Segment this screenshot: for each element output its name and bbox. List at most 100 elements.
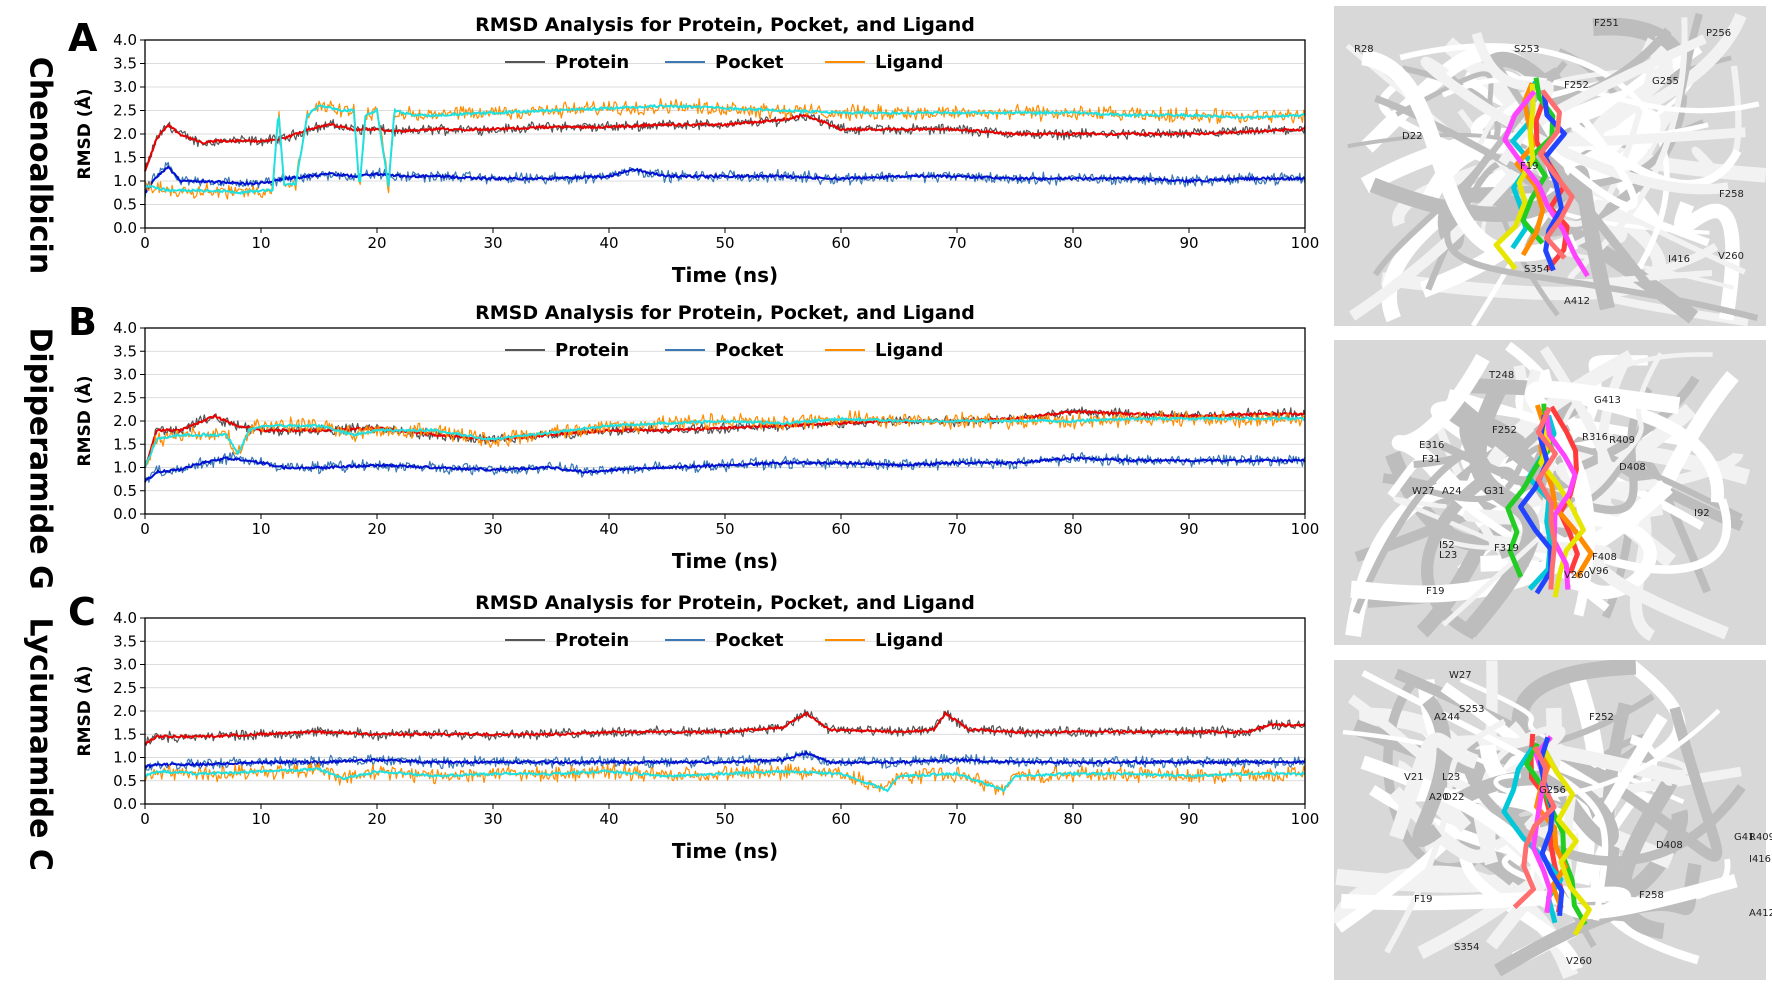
y-tick-label: 0.5 bbox=[113, 196, 137, 214]
residue-label: D22 bbox=[1444, 792, 1465, 803]
legend-label-pocket: Pocket bbox=[715, 52, 784, 73]
series-line-protein bbox=[144, 113, 1306, 172]
y-tick-label: 4.0 bbox=[113, 319, 137, 337]
series-line-pocket bbox=[144, 749, 1306, 771]
panel-letter-a: A bbox=[68, 16, 98, 60]
protein-ribbon bbox=[1412, 695, 1452, 847]
residue-label: L23 bbox=[1439, 550, 1458, 561]
x-tick-label: 30 bbox=[483, 810, 502, 828]
residue-label: P256 bbox=[1706, 28, 1732, 39]
residue-label: F258 bbox=[1719, 189, 1744, 200]
y-tick-label: 1.0 bbox=[113, 459, 137, 477]
rmsd-chart-1: 0.0 0.5 1.0 1.5 2.0 2.5 3.0 3.5 4.0 0 10 20 30 40 50 60… bbox=[72, 302, 1319, 573]
compound-name-b: Dipiperamide G bbox=[22, 327, 58, 590]
chart-title: RMSD Analysis for Protein, Pocket, and L… bbox=[475, 592, 975, 614]
x-tick-label: 80 bbox=[1063, 234, 1082, 252]
x-tick-label: 20 bbox=[367, 520, 386, 538]
residue-label: V96 bbox=[1589, 566, 1609, 577]
series-average-protein bbox=[144, 112, 1306, 172]
x-tick-label: 30 bbox=[483, 520, 502, 538]
compound-name-a: Chenoalbicin bbox=[22, 56, 58, 275]
y-tick-label: 0.0 bbox=[113, 505, 137, 523]
protein-ribbon bbox=[1493, 708, 1721, 798]
series-line-ligand bbox=[144, 98, 1306, 200]
y-tick-label: 2.5 bbox=[113, 389, 137, 407]
residue-label: V260 bbox=[1718, 251, 1744, 262]
docking-structure-image-c bbox=[1334, 660, 1766, 980]
legend-label-protein: Protein bbox=[555, 52, 629, 73]
ligand-pose bbox=[1493, 83, 1536, 271]
ligand-pose bbox=[1543, 410, 1578, 590]
x-tick-label: 0 bbox=[140, 810, 150, 828]
y-tick-label: 3.5 bbox=[113, 632, 137, 650]
residue-label: S354 bbox=[1524, 264, 1550, 275]
residue-label: F408 bbox=[1592, 552, 1617, 563]
y-axis-label: RMSD (Å) bbox=[72, 376, 95, 467]
protein-ribbon bbox=[1451, 738, 1619, 848]
y-tick-label: 3.5 bbox=[113, 342, 137, 360]
residue-label: G31 bbox=[1484, 486, 1505, 497]
y-tick-label: 0.5 bbox=[113, 772, 137, 790]
series-average-pocket bbox=[144, 749, 1306, 769]
protein-ribbon bbox=[1457, 35, 1662, 227]
y-tick-label: 2.5 bbox=[113, 102, 137, 120]
ligand-pose bbox=[1524, 742, 1588, 926]
protein-ribbon bbox=[1424, 441, 1743, 520]
residue-label: D408 bbox=[1619, 462, 1646, 473]
protein-ribbon bbox=[1430, 401, 1691, 532]
series-average-ligand bbox=[144, 767, 1306, 793]
protein-ribbon bbox=[1582, 511, 1657, 599]
ligand-pose bbox=[1512, 746, 1557, 910]
y-tick-label: 4.0 bbox=[113, 609, 137, 627]
residue-label: R316 bbox=[1582, 432, 1609, 443]
residue-label: F19 bbox=[1520, 161, 1539, 172]
x-tick-label: 90 bbox=[1179, 810, 1198, 828]
y-tick-label: 2.0 bbox=[113, 702, 137, 720]
residue-label: R409 bbox=[1749, 832, 1772, 843]
residue-label: R28 bbox=[1354, 44, 1374, 55]
protein-ribbon bbox=[1444, 60, 1759, 321]
protein-ribbon bbox=[1389, 732, 1479, 840]
rmsd-chart-2: 0.0 0.5 1.0 1.5 2.0 2.5 3.0 3.5 4.0 0 10 20 30 40 50 60… bbox=[72, 592, 1319, 863]
x-tick-label: 70 bbox=[947, 810, 966, 828]
y-tick-label: 3.0 bbox=[113, 78, 137, 96]
y-tick-label: 2.0 bbox=[113, 412, 137, 430]
rmsd-chart-0: 0.0 0.5 1.0 1.5 2.0 2.5 3.0 3.5 4.0 0 10 20 30 40 50 60… bbox=[72, 14, 1319, 287]
ligand-pose bbox=[1514, 82, 1546, 257]
residue-label: F19 bbox=[1426, 586, 1445, 597]
ligand-pose bbox=[1535, 406, 1558, 590]
residue-label: G255 bbox=[1652, 76, 1679, 87]
series-line-protein bbox=[144, 406, 1306, 467]
ligand-pose bbox=[1542, 748, 1592, 936]
residue-label: T248 bbox=[1489, 370, 1515, 381]
residue-label: G256 bbox=[1539, 785, 1566, 796]
residue-label: G413 bbox=[1594, 395, 1621, 406]
residue-label: A412 bbox=[1749, 908, 1772, 919]
residue-label: I416 bbox=[1668, 254, 1691, 265]
legend-label-ligand: Ligand bbox=[875, 630, 943, 651]
residue-label: E316 bbox=[1419, 440, 1445, 451]
residue-label: D22 bbox=[1402, 131, 1423, 142]
series-average-pocket bbox=[144, 165, 1306, 194]
x-tick-label: 10 bbox=[251, 520, 270, 538]
residue-label: F252 bbox=[1589, 712, 1614, 723]
x-tick-label: 60 bbox=[831, 810, 850, 828]
docking-structure-image-b bbox=[1334, 340, 1766, 645]
protein-ribbon bbox=[1674, 201, 1740, 321]
residue-label: F251 bbox=[1594, 18, 1619, 29]
y-tick-label: 4.0 bbox=[113, 31, 137, 49]
x-axis-label: Time (ns) bbox=[672, 839, 778, 863]
protein-ribbon bbox=[1361, 670, 1609, 921]
residue-label: V260 bbox=[1566, 956, 1592, 967]
x-tick-label: 70 bbox=[947, 520, 966, 538]
structure-render bbox=[1334, 340, 1766, 645]
x-tick-label: 20 bbox=[367, 810, 386, 828]
x-tick-label: 100 bbox=[1291, 234, 1320, 252]
residue-label: R409 bbox=[1609, 435, 1636, 446]
residue-label: W27 bbox=[1449, 670, 1472, 681]
residue-label: F252 bbox=[1492, 425, 1517, 436]
protein-ribbon bbox=[1361, 49, 1578, 262]
x-tick-label: 90 bbox=[1179, 234, 1198, 252]
y-tick-label: 1.0 bbox=[113, 749, 137, 767]
